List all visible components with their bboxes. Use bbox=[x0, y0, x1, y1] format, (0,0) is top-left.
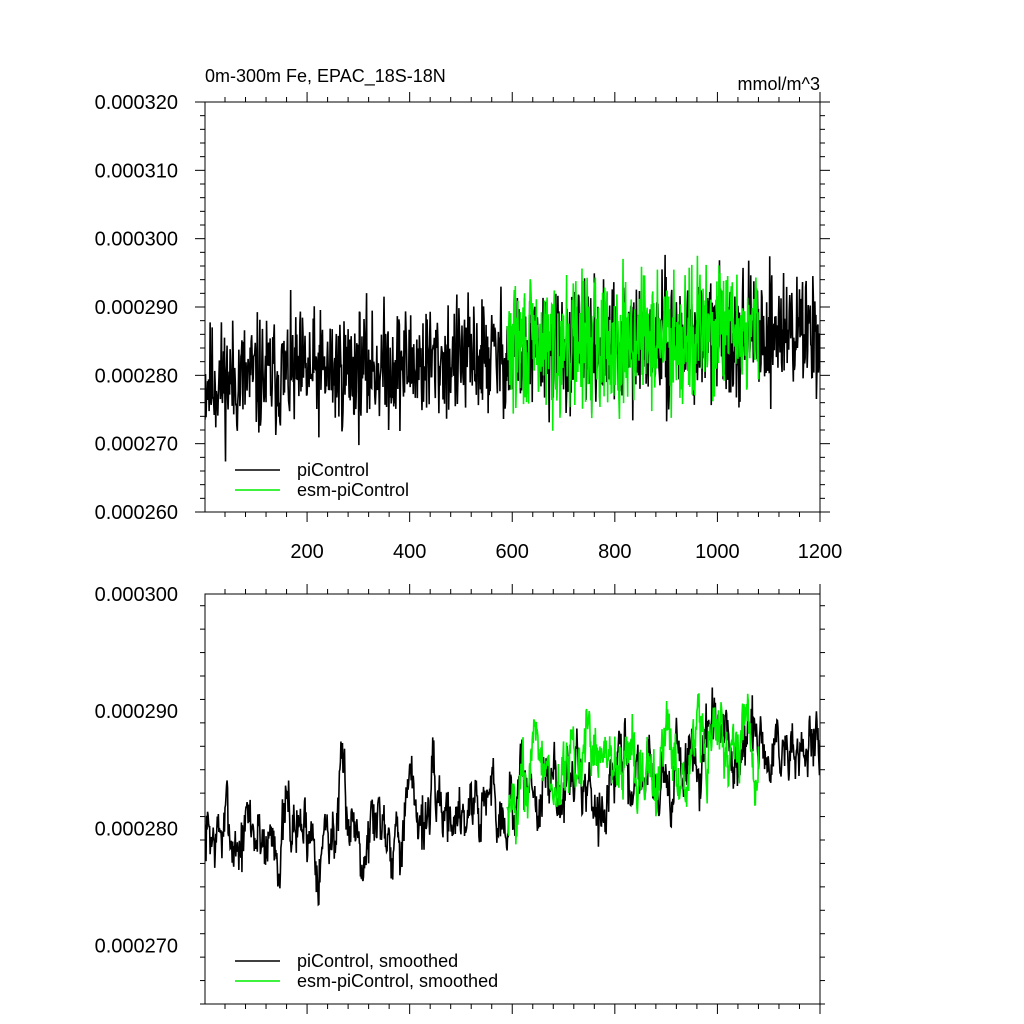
series-line bbox=[506, 693, 760, 845]
y-tick-label: 0.000280 bbox=[95, 818, 178, 840]
legend-label: piControl, smoothed bbox=[297, 951, 458, 971]
x-tick-label: 400 bbox=[393, 541, 426, 563]
y-tick-label: 0.000320 bbox=[95, 92, 178, 114]
x-tick-label: 800 bbox=[598, 541, 631, 563]
x-tick-label: 600 bbox=[496, 541, 529, 563]
x-tick-label: 1000 bbox=[695, 541, 740, 563]
y-tick-label: 0.000290 bbox=[95, 701, 178, 723]
legend-label: esm-piControl, smoothed bbox=[297, 971, 498, 991]
y-tick-label: 0.000300 bbox=[95, 584, 178, 606]
y-tick-label: 0.000280 bbox=[95, 365, 178, 387]
x-tick-label: 200 bbox=[290, 541, 323, 563]
y-tick-label: 0.000260 bbox=[95, 502, 178, 524]
top-panel: 200 400 600 800 1000 1200 0.000260 0.000270 0.00… bbox=[95, 66, 843, 563]
y-tick-label: 0.000270 bbox=[95, 935, 178, 957]
legend-label: piControl bbox=[297, 460, 369, 480]
chart-title: 0m-300m Fe, EPAC_18S-18N bbox=[205, 66, 446, 87]
x-tick-label: 1200 bbox=[798, 541, 843, 563]
y-tick-label: 0.000300 bbox=[95, 229, 178, 251]
series-line bbox=[506, 255, 760, 431]
bottom-panel: 0.000270 0.000280 0.000290 0.000300 piContro… bbox=[95, 584, 825, 1014]
legend-label: esm-piControl bbox=[297, 480, 409, 500]
y-tick-label: 0.000290 bbox=[95, 297, 178, 319]
y-tick-label: 0.000310 bbox=[95, 160, 178, 182]
units-label: mmol/m^3 bbox=[738, 74, 820, 94]
y-tick-label: 0.000270 bbox=[95, 434, 178, 456]
